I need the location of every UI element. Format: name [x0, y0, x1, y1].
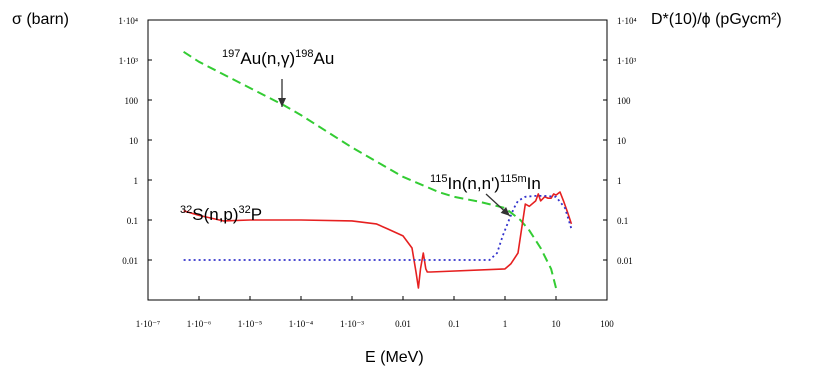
y-tick-label-right: 1	[617, 176, 622, 186]
x-tick-label: 1·10⁻⁷	[136, 319, 160, 329]
x-tick-label: 10	[552, 319, 562, 329]
y-tick-label-right: 1·10³	[617, 56, 636, 66]
x-tick-label: 1·10⁻³	[340, 319, 364, 329]
x-tick-label: 1·10⁻⁵	[238, 319, 262, 329]
annotation-in-label: 115In(n,n')115mIn	[430, 173, 541, 193]
y-tick-label-right: 1·10⁴	[617, 16, 637, 26]
x-axis-title: E (MeV)	[365, 349, 424, 366]
y-tick-label-left: 1·10³	[119, 56, 138, 66]
y-tick-label-right: 0.1	[617, 216, 628, 226]
y-axis-left-ticks: 1·10⁴ 1·10³ 100 10 1 0.1 0.01	[118, 16, 152, 266]
plot-border	[147, 19, 608, 301]
y-tick-label-left: 0.1	[127, 216, 138, 226]
y-tick-label-right: 100	[617, 96, 631, 106]
y-axis-right-title: D*(10)/ϕ (pGycm²)	[651, 11, 782, 28]
annotation-au-label: 197Au(n,γ)198Au	[222, 48, 334, 68]
plot-frame	[147, 19, 608, 301]
series-s-line	[183, 191, 573, 289]
annotation-s-label: 32S(n,p)32P	[180, 204, 262, 224]
x-tick-label: 100	[600, 319, 614, 329]
y-axis-left-title: σ (barn)	[12, 11, 69, 28]
x-tick-label: 0.1	[448, 319, 459, 329]
annotation-in-arrow	[485, 193, 511, 217]
y-tick-label-left: 0.01	[122, 256, 138, 266]
y-tick-label-left: 10	[129, 136, 139, 146]
y-tick-label-left: 1	[134, 176, 139, 186]
x-axis-ticks: 1·10⁻⁷ 1·10⁻⁶ 1·10⁻⁵ 1·10⁻⁴ 1·10⁻³ 0.01 0.1 1 10…	[136, 296, 614, 329]
x-tick-label: 1	[503, 319, 508, 329]
y-axis-right-ticks: 1·10⁴ 1·10³ 100 10 1 0.1 0.01	[603, 16, 637, 266]
x-tick-label: 1·10⁻⁴	[289, 319, 313, 329]
series-au-line	[183, 50, 557, 289]
x-tick-label: 1·10⁻⁶	[187, 319, 211, 329]
y-tick-label-left: 1·10⁴	[118, 16, 138, 26]
series-in-line	[183, 195, 573, 261]
annotation-au-arrow	[278, 79, 286, 107]
series-layer	[183, 50, 573, 289]
y-tick-label-left: 100	[125, 96, 139, 106]
y-tick-label-right: 10	[617, 136, 627, 146]
y-tick-label-right: 0.01	[617, 256, 633, 266]
annotation-layer: 197Au(n,γ)198Au 115In(n,n')115mIn 32S(n,p)…	[180, 48, 541, 224]
x-tick-label: 0.01	[395, 319, 411, 329]
